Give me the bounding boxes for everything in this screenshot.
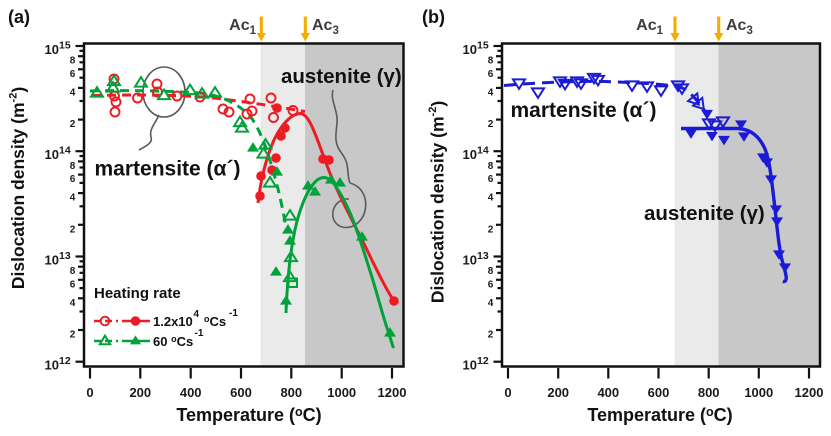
svg-text:4: 4 — [488, 298, 494, 309]
svg-text:oCs: oCs — [204, 314, 226, 329]
svg-text:martensite (α´): martensite (α´) — [95, 158, 241, 181]
svg-text:6: 6 — [70, 279, 76, 290]
svg-text:4: 4 — [70, 193, 76, 204]
svg-text:Temperature (oC): Temperature (oC) — [587, 405, 732, 425]
svg-text:10: 10 — [45, 42, 59, 57]
svg-text:austenite (γ): austenite (γ) — [281, 65, 402, 88]
svg-text:-1: -1 — [195, 328, 204, 339]
svg-text:Heating rate: Heating rate — [94, 285, 181, 302]
svg-text:60 oCs: 60 oCs — [153, 334, 193, 349]
svg-text:2: 2 — [488, 119, 494, 130]
svg-text:1000: 1000 — [327, 385, 356, 400]
svg-text:200: 200 — [547, 385, 569, 400]
svg-text:6: 6 — [488, 69, 494, 80]
svg-text:6: 6 — [488, 279, 494, 290]
svg-text:10: 10 — [463, 253, 477, 268]
svg-text:4: 4 — [488, 87, 494, 98]
svg-text:2: 2 — [70, 224, 76, 235]
svg-text:8: 8 — [70, 161, 76, 172]
svg-text:400: 400 — [180, 385, 202, 400]
svg-text:10: 10 — [463, 147, 477, 162]
svg-text:200: 200 — [129, 385, 151, 400]
svg-text:14: 14 — [59, 145, 71, 157]
svg-text:12: 12 — [477, 355, 489, 367]
svg-text:2: 2 — [488, 224, 494, 235]
svg-text:2: 2 — [70, 119, 76, 130]
svg-text:6: 6 — [70, 69, 76, 80]
svg-text:(a): (a) — [8, 7, 30, 27]
svg-text:Ac3: Ac3 — [726, 17, 753, 37]
svg-text:1000: 1000 — [744, 385, 773, 400]
svg-text:6: 6 — [70, 174, 76, 185]
svg-text:4: 4 — [70, 298, 76, 309]
svg-text:8: 8 — [488, 161, 494, 172]
svg-text:10: 10 — [463, 358, 477, 373]
svg-text:8: 8 — [70, 56, 76, 67]
svg-text:8: 8 — [488, 56, 494, 67]
svg-text:10: 10 — [45, 147, 59, 162]
svg-text:1200: 1200 — [378, 385, 407, 400]
svg-text:13: 13 — [59, 250, 71, 262]
svg-text:400: 400 — [597, 385, 619, 400]
svg-text:15: 15 — [477, 40, 489, 52]
svg-text:6: 6 — [488, 174, 494, 185]
svg-text:10: 10 — [463, 42, 477, 57]
svg-text:13: 13 — [477, 250, 489, 262]
svg-text:Dislocation density (m-2): Dislocation density (m-2) — [427, 101, 448, 303]
svg-text:800: 800 — [280, 385, 302, 400]
svg-text:600: 600 — [230, 385, 252, 400]
svg-text:0: 0 — [86, 385, 93, 400]
svg-text:8: 8 — [70, 266, 76, 277]
svg-text:4: 4 — [194, 309, 200, 320]
svg-text:14: 14 — [477, 145, 489, 157]
svg-text:martensite (α´): martensite (α´) — [511, 99, 657, 122]
svg-text:800: 800 — [698, 385, 720, 400]
svg-text:4: 4 — [488, 193, 494, 204]
svg-text:(b): (b) — [422, 7, 445, 27]
svg-text:2: 2 — [70, 330, 76, 341]
svg-text:12: 12 — [59, 355, 71, 367]
svg-text:1200: 1200 — [795, 385, 824, 400]
svg-text:10: 10 — [45, 253, 59, 268]
svg-text:15: 15 — [59, 40, 71, 52]
svg-text:0: 0 — [504, 385, 511, 400]
svg-text:Ac3: Ac3 — [312, 17, 339, 37]
svg-text:1.2x10: 1.2x10 — [153, 314, 193, 329]
svg-text:-1: -1 — [229, 308, 238, 319]
svg-text:4: 4 — [70, 87, 76, 98]
svg-text:10: 10 — [45, 358, 59, 373]
svg-text:austenite (γ): austenite (γ) — [644, 202, 765, 225]
svg-text:Dislocation density (m-2): Dislocation density (m-2) — [7, 87, 28, 289]
svg-text:2: 2 — [488, 330, 494, 341]
svg-text:600: 600 — [648, 385, 670, 400]
svg-text:Temperature (oC): Temperature (oC) — [176, 405, 321, 425]
svg-text:8: 8 — [488, 266, 494, 277]
